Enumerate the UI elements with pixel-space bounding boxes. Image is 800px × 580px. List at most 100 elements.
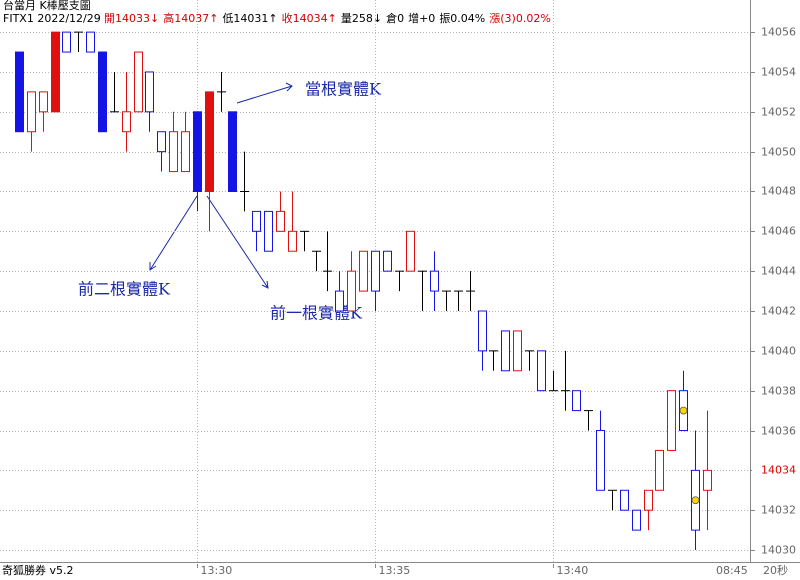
- last-price: 14034: [761, 463, 796, 476]
- candle: [312, 250, 321, 272]
- candle: [51, 31, 60, 113]
- y-tick-label: 14056: [761, 26, 796, 39]
- candle: [228, 111, 237, 192]
- x-tick-label: 13:35: [379, 564, 411, 577]
- candle: [430, 251, 439, 311]
- y-tick-label: 14044: [761, 265, 796, 278]
- candle: [122, 71, 131, 152]
- candle: [644, 489, 653, 531]
- stat: 收14034↑: [282, 11, 337, 25]
- candle: [478, 310, 487, 371]
- body: [39, 91, 48, 113]
- candle: [181, 111, 190, 173]
- body: [371, 250, 380, 292]
- body: [169, 131, 178, 173]
- chart-title: 台當月 K棒壓支圖: [3, 0, 91, 12]
- y-tick-label: 14032: [761, 504, 796, 517]
- body: [228, 111, 237, 192]
- candle: [632, 509, 641, 531]
- candle: [300, 230, 309, 252]
- candle: [98, 51, 107, 133]
- y-tick-label: 14048: [761, 185, 796, 198]
- candle: [691, 430, 700, 551]
- candle: [276, 191, 285, 232]
- candle: [371, 250, 380, 311]
- y-tick-label: 14046: [761, 225, 796, 238]
- candle: [347, 251, 356, 312]
- candle: [620, 489, 629, 511]
- candle: [359, 250, 368, 292]
- candle: [110, 71, 119, 113]
- body: [205, 91, 214, 192]
- y-tick-label: 14038: [761, 385, 796, 398]
- y-tick-label: 14042: [761, 305, 796, 318]
- y-tick-label: 14036: [761, 425, 796, 438]
- stats: 開14033↓ 高14037↑ 低14031↑ 收14034↑ 量258↓ 倉0 增+0 振0…: [104, 11, 551, 25]
- candle: [655, 449, 664, 491]
- candle: [454, 290, 463, 311]
- arrows: [149, 82, 293, 289]
- candle: [62, 31, 71, 53]
- candle: [549, 370, 558, 392]
- y-tick-label: 14040: [761, 345, 796, 358]
- x-tick-label: 13:40: [557, 564, 589, 577]
- annotations: 當根實體K 前二根實體K 前一根實體K: [78, 80, 382, 323]
- candle: [252, 210, 261, 252]
- candle: [608, 489, 617, 511]
- candle: [513, 330, 522, 372]
- candle: [39, 91, 48, 132]
- stat: 振0.04%: [439, 11, 485, 25]
- body: [347, 270, 356, 312]
- body: [644, 489, 653, 511]
- body: [359, 250, 368, 292]
- interval: 20秒: [763, 563, 788, 577]
- grid: [0, 0, 750, 562]
- candle: [395, 270, 404, 292]
- stat: 高14037↑: [163, 11, 218, 25]
- body: [383, 250, 392, 272]
- candle: [679, 370, 688, 432]
- body: [572, 390, 581, 412]
- body: [27, 91, 36, 133]
- body: [181, 131, 190, 173]
- arrow: [149, 195, 198, 271]
- candle: [74, 31, 83, 53]
- candle: [525, 350, 534, 371]
- body: [632, 509, 641, 531]
- body: [98, 51, 107, 133]
- body: [193, 111, 202, 192]
- body: [264, 210, 273, 252]
- candle: [667, 390, 676, 451]
- candle: [86, 31, 95, 53]
- candle: [323, 231, 332, 292]
- candle: [27, 91, 36, 152]
- y-tick-label: 14050: [761, 146, 796, 159]
- candle: [584, 410, 593, 431]
- annotation: 前二根實體K: [78, 280, 171, 299]
- candle: [145, 71, 154, 132]
- body: [430, 270, 439, 292]
- body: [513, 330, 522, 372]
- symbol-date: FITX1 2022/12/29: [3, 12, 101, 25]
- y-tick-label: 14030: [761, 544, 796, 557]
- body: [288, 230, 297, 252]
- body: [620, 489, 629, 511]
- candle: [596, 410, 605, 491]
- body: [667, 390, 676, 451]
- body: [478, 310, 487, 352]
- candle: [134, 51, 143, 113]
- candle: [406, 230, 415, 272]
- body: [157, 131, 166, 153]
- candle: [217, 71, 226, 112]
- body: [145, 71, 154, 113]
- body: [335, 290, 344, 312]
- candle: [466, 271, 475, 311]
- candle: [383, 250, 392, 272]
- candle: [442, 290, 451, 311]
- candle: [288, 191, 297, 252]
- candle: [489, 350, 498, 371]
- body: [501, 330, 510, 372]
- candle: [501, 330, 510, 372]
- body: [134, 51, 143, 113]
